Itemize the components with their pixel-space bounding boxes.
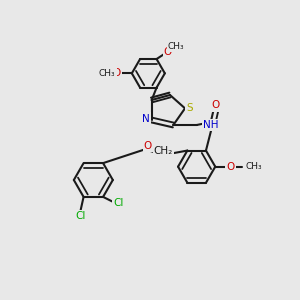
Text: N: N	[142, 113, 150, 124]
Text: S: S	[186, 103, 193, 113]
Text: O: O	[212, 100, 220, 110]
Text: O: O	[226, 162, 234, 172]
Text: Cl: Cl	[113, 198, 124, 208]
Text: CH₃: CH₃	[99, 69, 116, 78]
Text: O: O	[164, 46, 172, 56]
Text: CH₃: CH₃	[245, 162, 262, 171]
Text: Cl: Cl	[75, 211, 86, 221]
Text: CH₃: CH₃	[168, 42, 184, 51]
Text: CH₂: CH₂	[154, 146, 173, 155]
Text: NH: NH	[203, 120, 218, 130]
Text: O: O	[113, 68, 121, 78]
Text: O: O	[144, 141, 152, 151]
